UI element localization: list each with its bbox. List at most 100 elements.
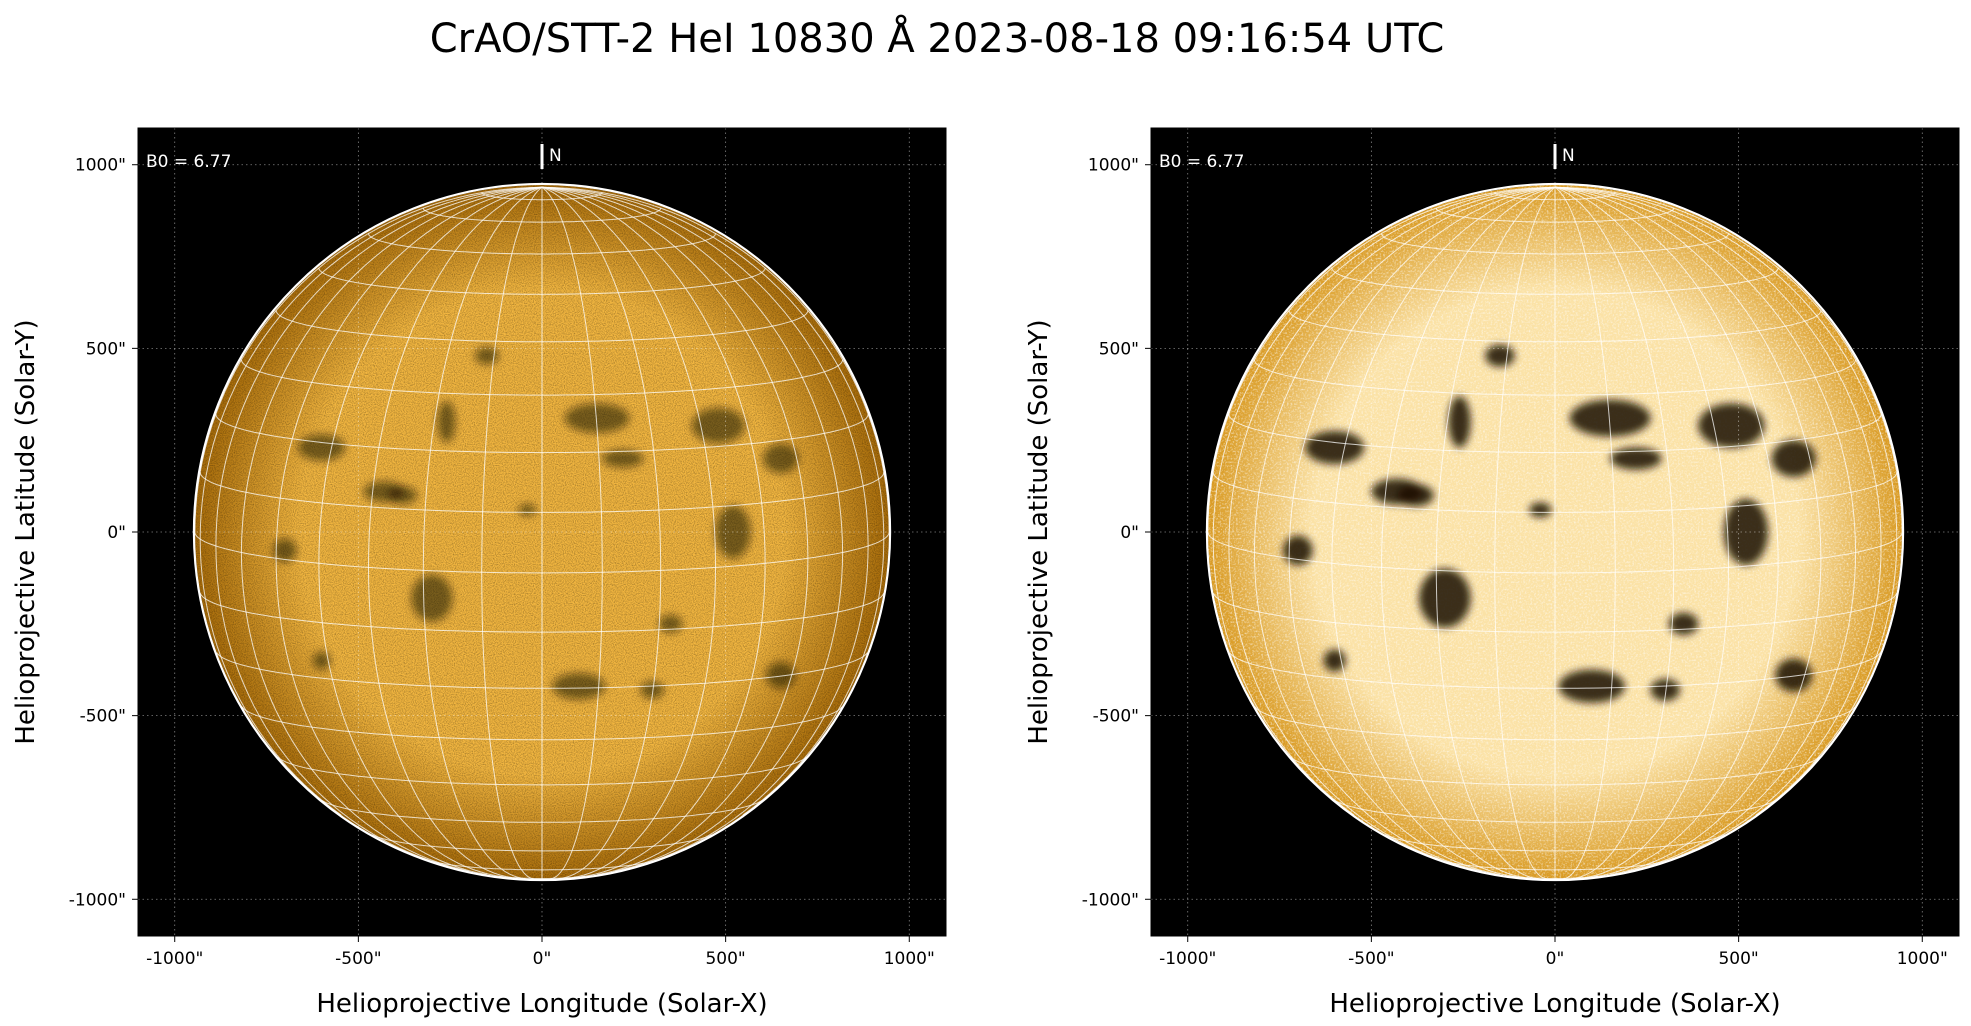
- longitude-line: [541, 186, 885, 816]
- longitude-line: [1228, 186, 1556, 862]
- y-tick-label: 1000": [1088, 156, 1139, 176]
- y-tick-label: 0": [107, 523, 126, 543]
- longitude-line: [1435, 186, 1556, 880]
- longitude-line: [194, 186, 543, 533]
- dark-filament: [437, 401, 456, 443]
- x-tick-label: -500": [335, 949, 381, 969]
- longitude-line: [1212, 186, 1556, 816]
- x-ticks-left: -1000" -500" 0" 500" 1000": [146, 936, 935, 969]
- longitude-line: [1494, 186, 1556, 880]
- x-tick-label: 500": [1718, 949, 1758, 969]
- dark-filament: [1419, 568, 1471, 628]
- longitude-line: [1554, 186, 1779, 878]
- x-axis-label-right: Helioprojective Longitude (Solar-X): [1329, 989, 1780, 1019]
- dark-features-left: [273, 346, 799, 700]
- longitude-line: [541, 186, 766, 878]
- longitude-line: [1554, 186, 1903, 533]
- y-tick-label: -500": [80, 707, 126, 727]
- x-ticks-right: -1000" -500" 0" 500" 1000": [1159, 936, 1948, 969]
- longitude-line: [367, 186, 543, 879]
- dark-filament: [387, 486, 418, 505]
- longitude-line: [318, 186, 543, 878]
- dark-filament: [1558, 669, 1625, 703]
- longitude-line: [1554, 186, 1857, 872]
- dark-filament: [1610, 447, 1662, 470]
- dark-filament: [298, 434, 346, 461]
- longitude-line: [240, 186, 543, 872]
- longitude-line: [1554, 186, 1898, 816]
- y-tick-label: -1000": [1082, 890, 1139, 910]
- longitude-line: [1380, 186, 1556, 879]
- longitude-line: [541, 186, 809, 876]
- figure-title: CrAO/STT-2 HeI 10830 Å 2023-08-18 09:16:…: [430, 14, 1445, 62]
- y-axis-label-right: Helioprojective Latitude (Solar-Y): [1024, 319, 1054, 744]
- dark-filament: [691, 407, 745, 444]
- x-tick-label: 0": [1546, 949, 1565, 969]
- dark-filament: [658, 615, 683, 633]
- heliographic-grid-left: [192, 182, 892, 882]
- x-tick-label: -1000": [1159, 949, 1216, 969]
- y-axis-label-left: Helioprojective Latitude (Solar-Y): [11, 319, 41, 744]
- longitude-line: [541, 186, 890, 533]
- dark-filament: [1650, 678, 1680, 701]
- north-label-left: N: [549, 146, 562, 166]
- longitude-line: [541, 186, 662, 880]
- dark-filament: [763, 443, 799, 474]
- dark-filament: [1771, 440, 1816, 477]
- dark-filament: [1668, 612, 1699, 635]
- dark-filament: [602, 449, 644, 468]
- x-tick-label: 1000": [1897, 949, 1948, 969]
- dark-filament: [1283, 535, 1313, 566]
- y-ticks-right: 1000" 500" 0" -500" -1000": [1082, 156, 1151, 910]
- dark-filament: [1698, 403, 1765, 448]
- longitude-line: [541, 186, 869, 862]
- longitude-line: [541, 186, 844, 872]
- dark-filament: [766, 662, 796, 689]
- panel-right: -1000" -500" 0" 500" 1000" 1000"500"0"-500"-…: [1024, 127, 1960, 1019]
- longitude-line: [541, 186, 717, 879]
- longitude-line: [1288, 186, 1556, 876]
- dark-filament: [1529, 502, 1552, 518]
- longitude-line: [541, 186, 603, 880]
- b0-label-left: B0 = 6.77: [146, 152, 231, 172]
- y-tick-label: -1000": [69, 890, 126, 910]
- dark-filament: [552, 673, 606, 700]
- longitude-line: [1554, 186, 1822, 876]
- y-tick-label: 1000": [75, 156, 126, 176]
- x-tick-label: 0": [533, 949, 552, 969]
- longitude-line: [1554, 186, 1675, 880]
- y-tick-label: 500": [86, 339, 126, 359]
- x-tick-label: -1000": [146, 949, 203, 969]
- dark-filament: [518, 504, 537, 516]
- dark-filament: [273, 538, 297, 563]
- longitude-line: [1253, 186, 1556, 872]
- dark-filament: [312, 651, 331, 670]
- longitude-line: [1554, 186, 1882, 862]
- longitude-line: [1554, 186, 1616, 880]
- x-axis-label-left: Helioprojective Longitude (Solar-X): [316, 989, 767, 1019]
- panel-left: -1000" -500" 0" 500" 1000" 1000"500"0"-500"-…: [11, 127, 947, 1019]
- b0-label-right: B0 = 6.77: [1159, 152, 1244, 172]
- dark-filament: [1775, 658, 1813, 692]
- longitude-line: [1207, 186, 1556, 533]
- dark-filament: [411, 574, 453, 622]
- y-tick-label: 0": [1120, 523, 1139, 543]
- longitude-line: [199, 186, 543, 816]
- longitude-line: [1331, 186, 1556, 878]
- y-ticks-left: 1000" 500" 0" -500" -1000": [69, 156, 138, 910]
- dark-filament: [1448, 396, 1471, 448]
- longitude-line: [215, 186, 543, 862]
- dark-filament: [1569, 399, 1651, 437]
- dark-filament: [1305, 431, 1365, 465]
- y-tick-label: 500": [1099, 339, 1139, 359]
- x-tick-label: 500": [705, 949, 745, 969]
- longitude-line: [1554, 186, 1730, 879]
- y-tick-label: -500": [1093, 707, 1139, 727]
- longitude-line: [275, 186, 543, 876]
- x-tick-label: 1000": [884, 949, 935, 969]
- dark-filament: [564, 403, 630, 433]
- x-tick-label: -500": [1348, 949, 1394, 969]
- longitude-line: [481, 186, 543, 880]
- north-label-right: N: [1562, 146, 1575, 166]
